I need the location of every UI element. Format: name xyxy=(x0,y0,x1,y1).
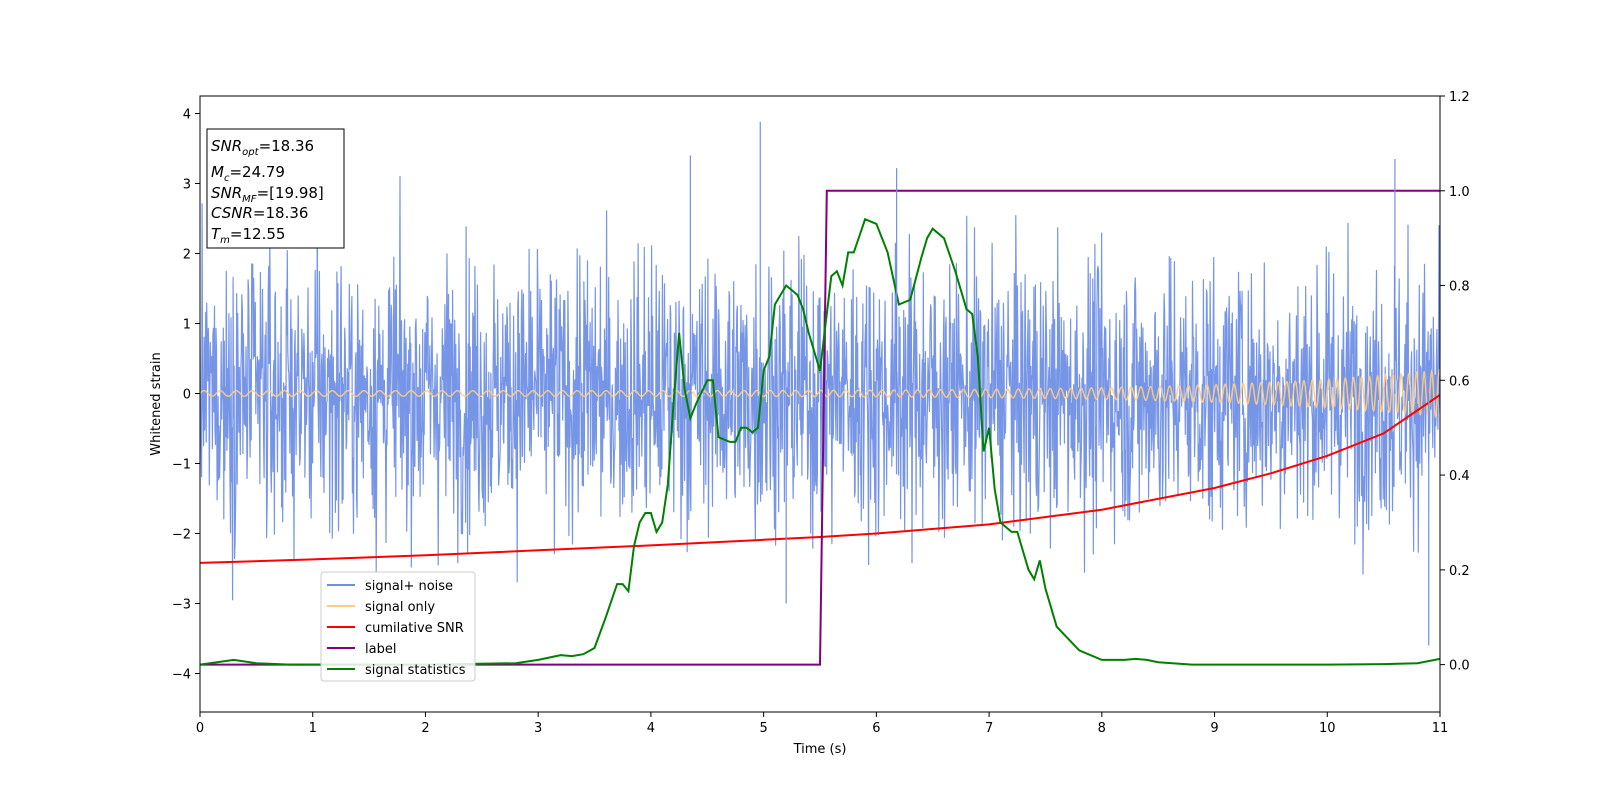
y-tick-label: 2 xyxy=(183,248,191,263)
legend-label-signal-statistics: signal statistics xyxy=(365,663,466,678)
y2-tick-label: 1.0 xyxy=(1449,185,1470,200)
info-tm: Tm=12.55 xyxy=(211,225,285,246)
x-axis-label: Time (s) xyxy=(793,742,847,757)
x-tick-label: 10 xyxy=(1319,721,1336,736)
info-snr-opt: SNRopt=18.36 xyxy=(211,137,314,158)
y2-tick-label: 0.2 xyxy=(1449,564,1470,579)
x-tick-label: 0 xyxy=(196,721,204,736)
info-chirp-mass: Mc=24.79 xyxy=(211,163,285,184)
legend-label-cumulative-snr: cumilative SNR xyxy=(365,621,464,636)
y-tick-label: 3 xyxy=(183,178,191,193)
x-tick-label: 8 xyxy=(1098,721,1106,736)
y-tick-label: −3 xyxy=(172,598,191,613)
y-tick-label: −2 xyxy=(172,528,191,543)
legend-label-signal-only: signal only xyxy=(365,600,435,615)
x-tick-label: 11 xyxy=(1432,721,1449,736)
x-tick-label: 7 xyxy=(985,721,993,736)
info-csnr: CSNR=18.36 xyxy=(211,204,308,222)
y2-tick-label: 0.8 xyxy=(1449,280,1470,295)
info-box-frame xyxy=(206,128,345,249)
signal-plus-noise-line xyxy=(200,175,1440,601)
legend-label-label: label xyxy=(365,642,396,657)
x-tick-label: 3 xyxy=(534,721,542,736)
y-tick-label: 0 xyxy=(183,388,191,403)
cumulative-snr-line xyxy=(200,394,1440,564)
x-tick-label: 9 xyxy=(1210,721,1218,736)
y-tick-label: 1 xyxy=(183,318,191,333)
signal-statistics-line xyxy=(200,217,1440,666)
y-tick-label: −4 xyxy=(172,668,191,683)
x-tick-label: 1 xyxy=(309,721,317,736)
x-tick-label: 2 xyxy=(421,721,429,736)
plot-frame xyxy=(199,95,1441,713)
legend: signal+ noise signal only cumilative SNR… xyxy=(320,571,476,682)
y2-tick-label: 1.2 xyxy=(1449,90,1470,105)
x-tick-label: 4 xyxy=(647,721,655,736)
y-axis-label: Whitened strain xyxy=(149,352,164,455)
y-tick-label: −1 xyxy=(172,458,191,473)
y2-tick-label: 0.4 xyxy=(1449,469,1470,484)
y2-tick-label: 0.0 xyxy=(1449,659,1470,674)
y2-tick-label: 0.6 xyxy=(1449,374,1470,389)
legend-label-signal-noise: signal+ noise xyxy=(365,579,453,594)
signal-only-line xyxy=(200,368,1440,419)
info-snr-mf: SNRMF=[19.98] xyxy=(211,184,324,205)
x-tick-label: 5 xyxy=(759,721,767,736)
label-line xyxy=(200,189,1440,666)
axes: 0 1 2 3 4 5 6 7 8 9 10 1143210−1−2−3−41.21.00.80.60… xyxy=(172,90,1470,736)
x-tick-label: 6 xyxy=(872,721,880,736)
y-tick-label: 4 xyxy=(183,108,191,123)
series-layer xyxy=(200,121,1440,666)
info-box: SNRopt=18.36 Mc=24.79 SNRMF=[19.98] CSNR… xyxy=(206,128,345,249)
legend-frame xyxy=(320,571,476,682)
